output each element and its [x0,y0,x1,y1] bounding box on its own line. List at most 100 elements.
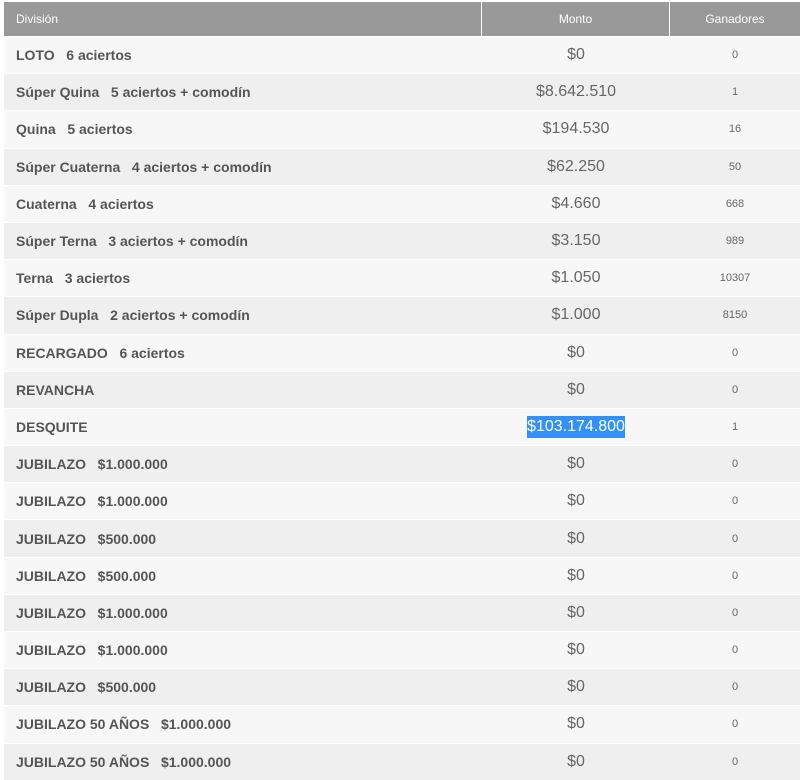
table-row: Quina 5 aciertos $194.530 16 [4,110,800,148]
table-row: Súper Quina 5 aciertos + comodín $8.642.5… [4,73,800,111]
monto-cell: $194.530 [482,111,670,147]
ganadores-cell: 0 [731,458,739,471]
division-cell: RECARGADO 6 aciertos [16,344,185,361]
table-row: LOTO 6 aciertos $0 0 [4,36,800,74]
ganadores-cell: 0 [731,569,739,582]
monto-value: $0 [567,529,585,547]
division-cell: Súper Quina 5 aciertos + comodín [16,84,251,101]
ganadores-cell: 0 [731,644,739,657]
ganadores-cell: 989 [725,235,745,248]
table-row: Súper Terna 3 aciertos + comodín $3.150 98… [4,221,800,260]
column-header-ganadores: Ganadores [705,12,765,26]
monto-value: $0 [567,492,585,510]
monto-value: $0 [567,603,585,621]
ganadores-cell: 0 [731,532,739,545]
table-row: JUBILAZO $1.000.000 $0 0 [4,631,800,669]
monto-cell: $0 [482,595,670,631]
division-cell: Terna 3 aciertos [16,270,131,287]
monto-value: $4.660 [551,194,601,212]
table-row: JUBILAZO $1.000.000 $0 0 [4,445,800,483]
ganadores-cell: 0 [731,718,739,731]
monto-value: $0 [567,566,585,584]
ganadores-cell: 0 [731,346,739,359]
ganadores-cell: 8150 [722,309,748,322]
monto-cell: $0 [482,669,670,705]
division-cell: JUBILAZO $1.000.000 [16,493,168,510]
division-cell: JUBILAZO $1.000.000 [16,456,168,473]
table-header: División Monto Ganadores [4,2,800,36]
ganadores-cell: 668 [725,197,745,210]
monto-cell: $4.660 [482,186,670,222]
division-cell: Súper Terna 3 aciertos + comodín [16,233,248,250]
monto-cell: $62.250 [482,149,670,185]
division-cell: Cuaterna 4 aciertos [16,195,154,212]
ganadores-cell: 0 [731,755,739,768]
table-row: JUBILAZO $500.000 $0 0 [4,556,800,594]
ganadores-cell: 0 [731,495,739,508]
division-cell: Súper Dupla 2 aciertos + comodín [16,307,250,324]
table-row: Terna 3 aciertos $1.050 10307 [4,259,800,297]
monto-cell: $0 [482,744,670,780]
table-row: JUBILAZO 50 AÑOS $1.000.000 $0 0 [4,742,800,780]
monto-value: $103.174.800 [527,415,625,438]
table-row: Súper Dupla 2 aciertos + comodín $1.000 81… [4,296,800,334]
table-row: JUBILAZO $1.000.000 $0 0 [4,593,800,631]
division-cell: JUBILAZO $1.000.000 [16,604,168,621]
table-row: DESQUITE $103.174.800 1 [4,407,800,446]
monto-cell: $0 [482,372,670,408]
ganadores-cell: 1 [731,86,739,99]
monto-cell: $0 [482,706,670,742]
ganadores-cell: 0 [731,49,739,62]
division-cell: JUBILAZO $500.000 [16,679,157,696]
prize-table: División Monto Ganadores LOTO 6 aciertos… [4,2,800,780]
table-row: REVANCHA $0 0 [4,370,800,408]
table-row: Cuaterna 4 aciertos $4.660 668 [4,184,800,222]
division-cell: JUBILAZO $500.000 [16,567,157,584]
monto-value: $0 [567,752,585,770]
monto-value: $62.250 [547,157,605,175]
column-header-monto: Monto [482,2,670,36]
monto-cell: $0 [482,335,670,371]
monto-value: $0 [567,46,585,64]
monto-cell: $0 [482,37,670,73]
monto-value: $3.150 [551,232,601,250]
division-cell: JUBILAZO 50 AÑOS $1.000.000 [16,753,232,770]
monto-value: $8.642.510 [535,83,617,101]
monto-cell: $0 [482,558,670,594]
monto-value: $0 [567,343,585,361]
ganadores-cell: 16 [728,123,742,136]
division-cell: Súper Cuaterna 4 aciertos + comodín [16,158,272,175]
monto-value: $194.530 [542,120,610,138]
monto-cell: $0 [482,520,670,556]
ganadores-cell: 0 [731,681,739,694]
monto-cell: $8.642.510 [482,74,670,110]
monto-value: $1.050 [551,269,601,287]
monto-cell: $0 [482,483,670,519]
monto-cell: $0 [482,632,670,668]
monto-cell: $103.174.800 [482,409,670,445]
ganadores-cell: 0 [731,383,739,396]
division-cell: JUBILAZO $500.000 [16,530,157,547]
monto-cell: $0 [482,446,670,482]
ganadores-cell: 0 [731,606,739,619]
monto-cell: $3.150 [482,223,670,259]
division-cell: JUBILAZO $1.000.000 [16,642,168,659]
table-row: Súper Cuaterna 4 aciertos + comodín $62.2… [4,147,800,185]
division-cell: LOTO 6 aciertos [16,47,132,64]
table-body: LOTO 6 aciertos $0 0 Súper Quina 5 aciertos… [4,36,800,780]
monto-value: $0 [567,455,585,473]
monto-value: $0 [567,641,585,659]
monto-value: $1.000 [551,306,601,324]
table-row: JUBILAZO $1.000.000 $0 0 [4,482,800,520]
division-cell: REVANCHA [16,381,95,398]
ganadores-cell: 50 [728,160,742,173]
monto-value: $0 [567,380,585,398]
ganadores-cell: 10307 [719,272,751,285]
table-row: RECARGADO 6 aciertos $0 0 [4,333,800,371]
ganadores-cell: 1 [731,420,739,433]
table-row: JUBILAZO 50 AÑOS $1.000.000 $0 0 [4,705,800,743]
monto-value: $0 [567,715,585,733]
column-header-division: División [4,2,482,36]
monto-cell: $1.050 [482,260,670,296]
division-cell: DESQUITE [16,418,88,435]
